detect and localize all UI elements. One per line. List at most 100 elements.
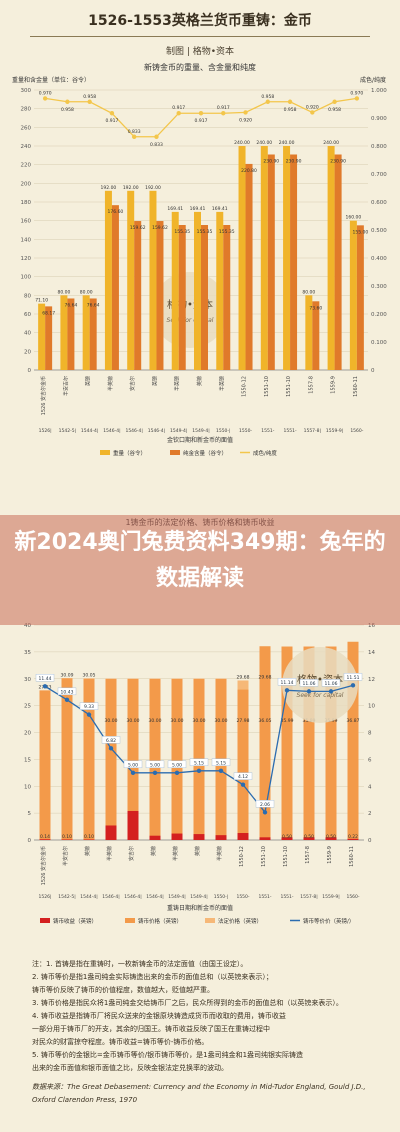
legend-swatch <box>100 450 110 455</box>
x-date-label: 1549-4| <box>190 894 207 900</box>
bar-gold-content <box>312 301 320 370</box>
bar-gold-content <box>356 225 364 370</box>
bar-mid-label: 30.00 <box>105 718 118 724</box>
point-mint-equivalent-label: 11.06 <box>325 681 338 687</box>
bar-weight-label: 80.00 <box>57 289 70 295</box>
x-category-label: 1559-9 <box>327 846 333 864</box>
x-date-label: 1542-5| <box>58 894 75 900</box>
x-date-label: 1546-4| <box>148 428 165 434</box>
bar-weight-label: 80.00 <box>80 289 93 295</box>
note-line: 铸币等价反映了铸币的价值程度，数值越大，贬值越严重。 <box>32 986 214 994</box>
watermark-tagline: Seek for capital <box>297 692 344 699</box>
bar-gold-content <box>45 306 53 370</box>
chart2-ytick-label: 10 <box>24 784 31 790</box>
bar-mint-price <box>83 678 95 840</box>
bar-mid-label: 35.99 <box>281 718 294 724</box>
point-mint-equivalent-label: 4.12 <box>238 774 248 780</box>
bar-top-label: 30.09 <box>61 672 74 678</box>
chart1-ytick-right-label: 0.600 <box>371 200 387 206</box>
x-category-label: 1551-10 <box>264 376 270 397</box>
bar-gold-content <box>178 225 186 370</box>
point-mint-equivalent-label: 5.15 <box>216 760 226 766</box>
chart1-ytick-right-label: 0.300 <box>371 284 387 290</box>
chart1-ytick-label: 100 <box>21 275 32 281</box>
point-mint-equivalent-label: 5.00 <box>128 762 138 768</box>
watermark-badge <box>152 272 228 348</box>
point-fineness-label: 0.958 <box>284 107 297 113</box>
bar-weight-label: 169.41 <box>190 206 206 212</box>
chart1-ytick-label: 40 <box>24 331 31 337</box>
x-category-label: 1551-10 <box>286 376 292 397</box>
point-label-box <box>211 758 231 766</box>
point-mint-equivalent-label: 11.06 <box>303 681 316 687</box>
point-fineness <box>198 111 204 116</box>
bar-mint-price <box>39 690 51 840</box>
point-fineness <box>176 111 181 116</box>
bar-mint-price <box>325 646 337 840</box>
x-category-label: 1557-8 <box>305 846 311 864</box>
bar-seigniorage <box>237 833 249 840</box>
point-label-box <box>255 800 275 808</box>
x-category-label: 英镑 <box>196 376 203 386</box>
point-fineness-label: 0.920 <box>306 104 319 110</box>
point-mint-equivalent <box>328 689 334 694</box>
chart1-ytick-label: 180 <box>21 200 32 206</box>
x-date-label: 1551- <box>280 894 293 900</box>
note-line: 4. 铸币收益是指铸币厂将民众送来的金银原块铸造成货币而收取的费用，铸币收益 <box>32 1012 286 1020</box>
bar-gold-label: 176.60 <box>108 209 124 215</box>
bar-gold-label: 230.90 <box>330 158 346 164</box>
point-label-box <box>277 678 297 686</box>
point-fineness <box>154 134 159 139</box>
x-date-label: 1546-4| <box>103 428 120 434</box>
point-fineness-label: 0.833 <box>128 129 141 135</box>
page-title: 1526-1553英格兰货币重铸：金币 <box>88 13 312 29</box>
bar-mint-price <box>303 646 315 840</box>
point-fineness-label: 0.917 <box>172 105 185 111</box>
chart2-ytick-right-label: 8 <box>368 731 372 737</box>
point-fineness <box>42 96 48 101</box>
bar-mint-price <box>105 678 117 840</box>
point-fineness <box>109 111 115 116</box>
legend-label: 成色/纯度 <box>253 449 277 457</box>
bar-weight <box>149 190 157 370</box>
legend-swatch <box>205 918 215 923</box>
chart1-ytick-right-label: 0.900 <box>371 116 387 122</box>
point-fineness <box>265 99 270 104</box>
bar-gold-label: 230.90 <box>263 158 279 164</box>
point-fineness <box>332 99 337 104</box>
bar-seigniorage <box>193 834 205 840</box>
chart1-title: 新铸金币的重量、含金量和纯度 <box>144 62 256 72</box>
point-label-box <box>123 760 143 769</box>
point-mint-equivalent <box>284 688 290 693</box>
bar-gold-label: 159.62 <box>152 225 168 231</box>
point-mint-equivalent <box>196 768 202 773</box>
bar-mid-label: 30.00 <box>193 718 206 724</box>
bar-bottom-label: 0.14 <box>40 834 50 840</box>
bar-mint-price <box>347 641 359 840</box>
bar-seigniorage <box>215 835 227 840</box>
x-category-label: 半英镑 <box>172 846 179 861</box>
watermark-tagline: Seek for capital <box>167 317 214 324</box>
point-fineness <box>310 110 315 115</box>
x-category-label: 英镑 <box>150 846 157 856</box>
chart1-ytick-label: 120 <box>21 256 32 262</box>
x-category-label: 半英镑 <box>216 846 223 861</box>
chart1-ylabel-right: 成色/纯度 <box>360 76 386 84</box>
note-line: 对民众的财富掠夺程度。铸币收益=铸币等价-铸币价格。 <box>32 1038 209 1046</box>
x-date-label: 1549-4| <box>192 428 209 434</box>
chart1-ytick-label: 240 <box>21 144 32 150</box>
note-line: 注：1. 首铸是指在重铸时，一枚新铸金币的法定面值（由国王设定）。 <box>32 960 248 968</box>
chart2-ytick-label: 15 <box>24 757 31 763</box>
chart1-ytick-right-label: 0 <box>371 368 375 374</box>
chart1-ytick-label: 160 <box>21 219 32 225</box>
point-mint-equivalent-label: 6.82 <box>106 738 116 744</box>
x-date-label: 1560- <box>346 894 359 900</box>
x-category-label: 英镑 <box>151 376 158 386</box>
bar-bottom-label: 0.10 <box>62 834 72 840</box>
chart2-ytick-right-label: 4 <box>368 784 372 790</box>
bar-gold-content <box>334 154 342 370</box>
bar-gold-content <box>201 225 208 370</box>
chart1-ytick-right-label: 1.000 <box>371 88 387 94</box>
point-fineness-label: 0.970 <box>39 90 52 96</box>
title-divider <box>30 36 370 37</box>
